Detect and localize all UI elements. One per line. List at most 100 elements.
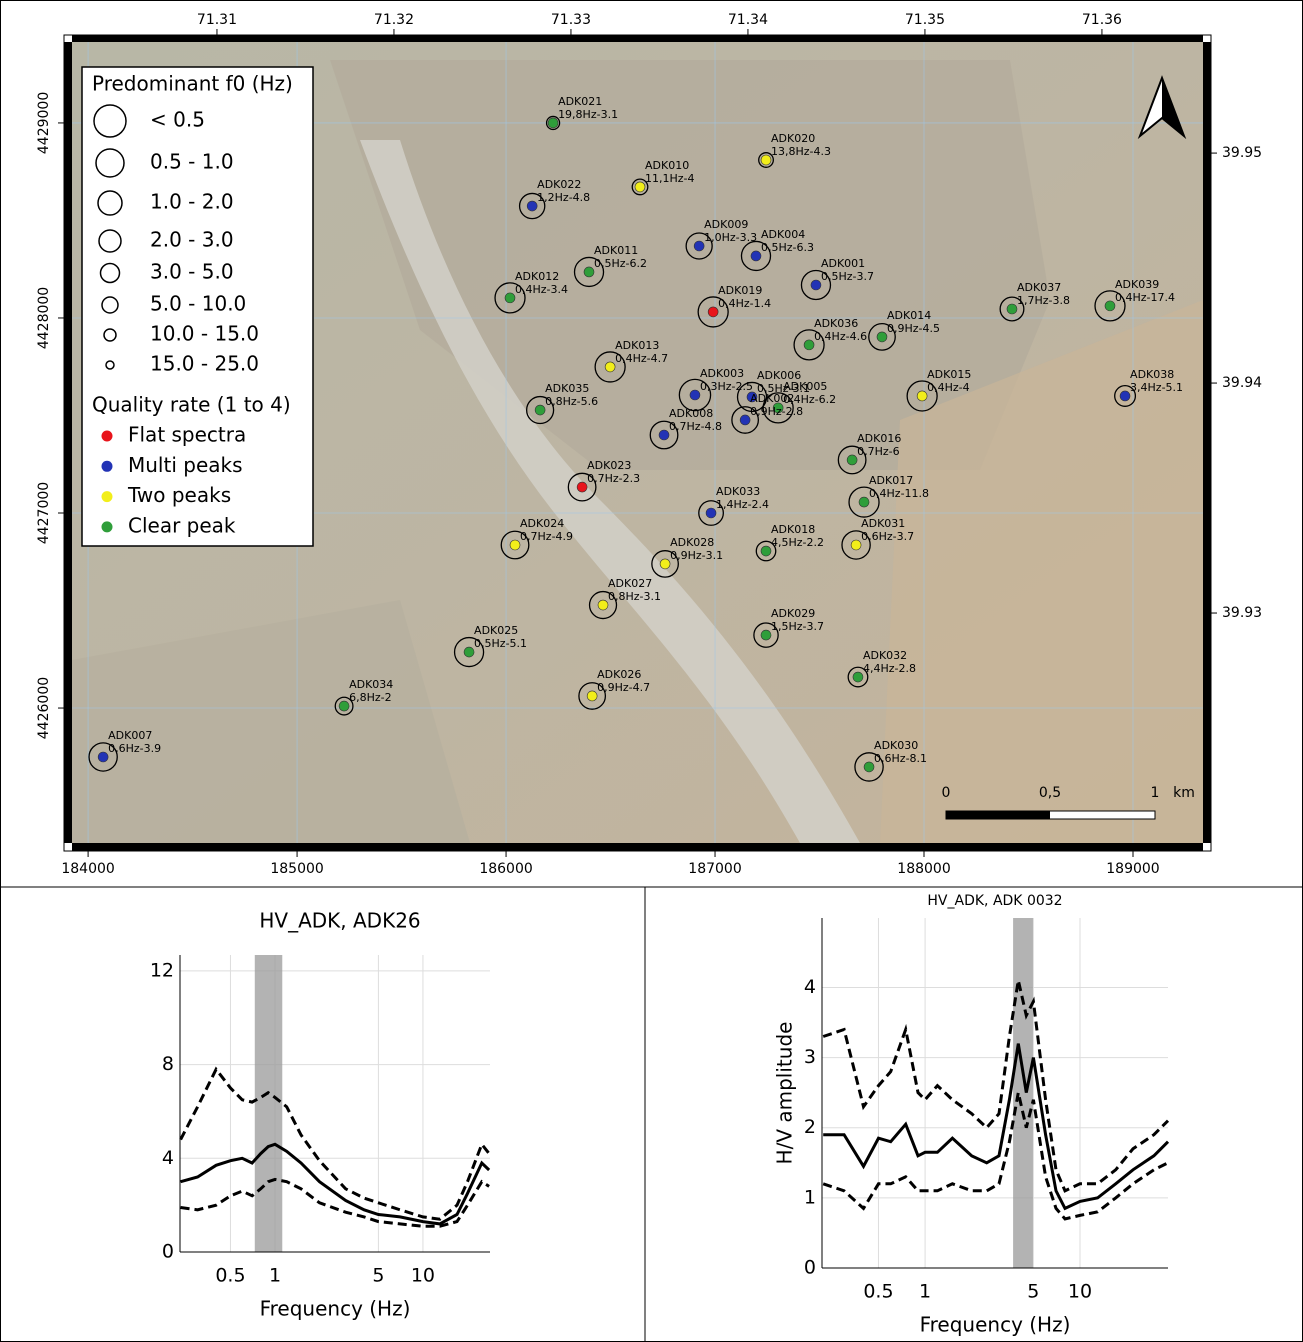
station-name: ADK021 (558, 95, 602, 108)
station-label: 0,7Hz-2.3 (587, 472, 640, 485)
station-label: 4,5Hz-2.2 (771, 536, 824, 549)
station-name: ADK016 (857, 432, 901, 445)
lat-tick-label: 39.93 (1222, 605, 1262, 621)
station-label: 0,4Hz-4.6 (814, 330, 867, 343)
station-dot (917, 391, 927, 401)
scale-label: km (1173, 785, 1195, 801)
station-dot (811, 280, 821, 290)
panel-title: HV_ADK, ADK 0032 (927, 893, 1062, 909)
station-name: ADK025 (474, 624, 518, 637)
station-label: 1,7Hz-3.8 (1017, 294, 1070, 307)
station-dot (877, 332, 887, 342)
legend-label: 0.5 - 1.0 (150, 150, 234, 174)
station-dot (761, 630, 771, 640)
station-dot (859, 497, 869, 507)
station-label: 0,8Hz-5.6 (545, 395, 598, 408)
legend-label: < 0.5 (150, 108, 205, 132)
station-label: 0,8Hz-3.1 (608, 590, 661, 603)
panel-title: HV_ADK, ADK26 (259, 909, 420, 933)
station-label: 0,9Hz-4.7 (597, 681, 650, 694)
station-label: 0,5Hz-6.3 (761, 241, 814, 254)
station-label: 0,6Hz-8.1 (874, 752, 927, 765)
legend-title: Quality rate (1 to 4) (92, 393, 291, 417)
station-label: 0,4Hz-4 (927, 381, 970, 394)
y-tick-label: 4427000 (36, 482, 52, 544)
station-label: 1,2Hz-4.8 (537, 191, 590, 204)
station-dot (804, 340, 814, 350)
y-tick-label: 8 (162, 1053, 174, 1075)
station-dot (660, 559, 670, 569)
station-dot (339, 701, 349, 711)
station-label: 0,5Hz-6.2 (594, 257, 647, 270)
station-dot (598, 600, 608, 610)
legend-title: Predominant f0 (Hz) (92, 72, 293, 96)
y-tick-label: 4 (162, 1147, 174, 1169)
station-name: ADK017 (869, 474, 913, 487)
lon-tick-label: 71.33 (551, 12, 591, 28)
station-dot (690, 390, 700, 400)
station-name: ADK018 (771, 523, 815, 536)
station-name: ADK015 (927, 368, 971, 381)
x-tick-label: 5 (372, 1265, 384, 1287)
station-name: ADK023 (587, 459, 631, 472)
frame-band (72, 843, 1203, 851)
y-tick-label: 1 (804, 1186, 816, 1208)
y-tick-label: 4426000 (36, 677, 52, 739)
station-name: ADK005 (783, 380, 827, 393)
legend-label: 1.0 - 2.0 (150, 190, 234, 214)
y-axis-label: H/V amplitude (773, 1022, 797, 1165)
x-axis-label: Frequency (Hz) (920, 1313, 1071, 1337)
scale-label: 0,5 (1039, 785, 1061, 801)
x-axis-label: Frequency (Hz) (260, 1297, 411, 1321)
frame-band (64, 42, 72, 843)
station-name: ADK004 (761, 228, 805, 241)
lat-tick-label: 39.94 (1222, 375, 1262, 391)
station-name: ADK029 (771, 607, 815, 620)
lon-tick-label: 71.36 (1082, 12, 1122, 28)
station-dot (864, 762, 874, 772)
station-label: 0,4Hz-1.4 (718, 297, 771, 310)
legend-label: Multi peaks (128, 453, 243, 477)
station-dot (761, 155, 771, 165)
station-label: 0,4Hz-3.4 (515, 283, 568, 296)
station-dot (847, 455, 857, 465)
station-dot (587, 691, 597, 701)
station-name: ADK008 (669, 407, 713, 420)
y-tick-label: 4 (804, 976, 816, 998)
station-label: 0,4Hz-11.8 (869, 487, 929, 500)
station-name: ADK030 (874, 739, 918, 752)
station-label: 4,4Hz-2.8 (863, 662, 916, 675)
station-label: 3,4Hz-5.1 (1130, 381, 1183, 394)
station-label: 0,5Hz-3.7 (821, 270, 874, 283)
x-tick-label: 0.5 (863, 1281, 893, 1303)
peak-band (1013, 918, 1033, 1268)
x-tick-label: 188000 (897, 861, 950, 877)
scale-label: 0 (942, 785, 951, 801)
station-label: 1,5Hz-3.7 (771, 620, 824, 633)
station-dot (706, 508, 716, 518)
station-name: ADK033 (716, 485, 760, 498)
station-dot (1007, 304, 1017, 314)
station-name: ADK039 (1115, 278, 1159, 291)
station-dot (98, 752, 108, 762)
station-label: 0,9Hz-2.8 (750, 405, 803, 418)
frame-band (1203, 42, 1211, 843)
y-tick-label: 12 (150, 959, 174, 981)
station-dot (740, 415, 750, 425)
station-label: 0,4Hz-17.4 (1115, 291, 1175, 304)
station-name: ADK036 (814, 317, 858, 330)
lat-tick-label: 39.95 (1222, 145, 1262, 161)
station-name: ADK011 (594, 244, 638, 257)
station-dot (527, 201, 537, 211)
station-dot (548, 118, 558, 128)
x-tick-label: 10 (411, 1265, 435, 1287)
station-label: 0,6Hz-3.9 (108, 742, 161, 755)
legend-label: Clear peak (128, 513, 236, 537)
legend-label: 10.0 - 15.0 (150, 322, 259, 346)
frame-band (72, 35, 1203, 42)
y-tick-label: 4428000 (36, 287, 52, 349)
station-dot (510, 540, 520, 550)
figure: 1840001850001860001870001880001890004426… (0, 0, 1303, 1342)
station-name: ADK031 (861, 517, 905, 530)
lon-tick-label: 71.31 (197, 12, 237, 28)
